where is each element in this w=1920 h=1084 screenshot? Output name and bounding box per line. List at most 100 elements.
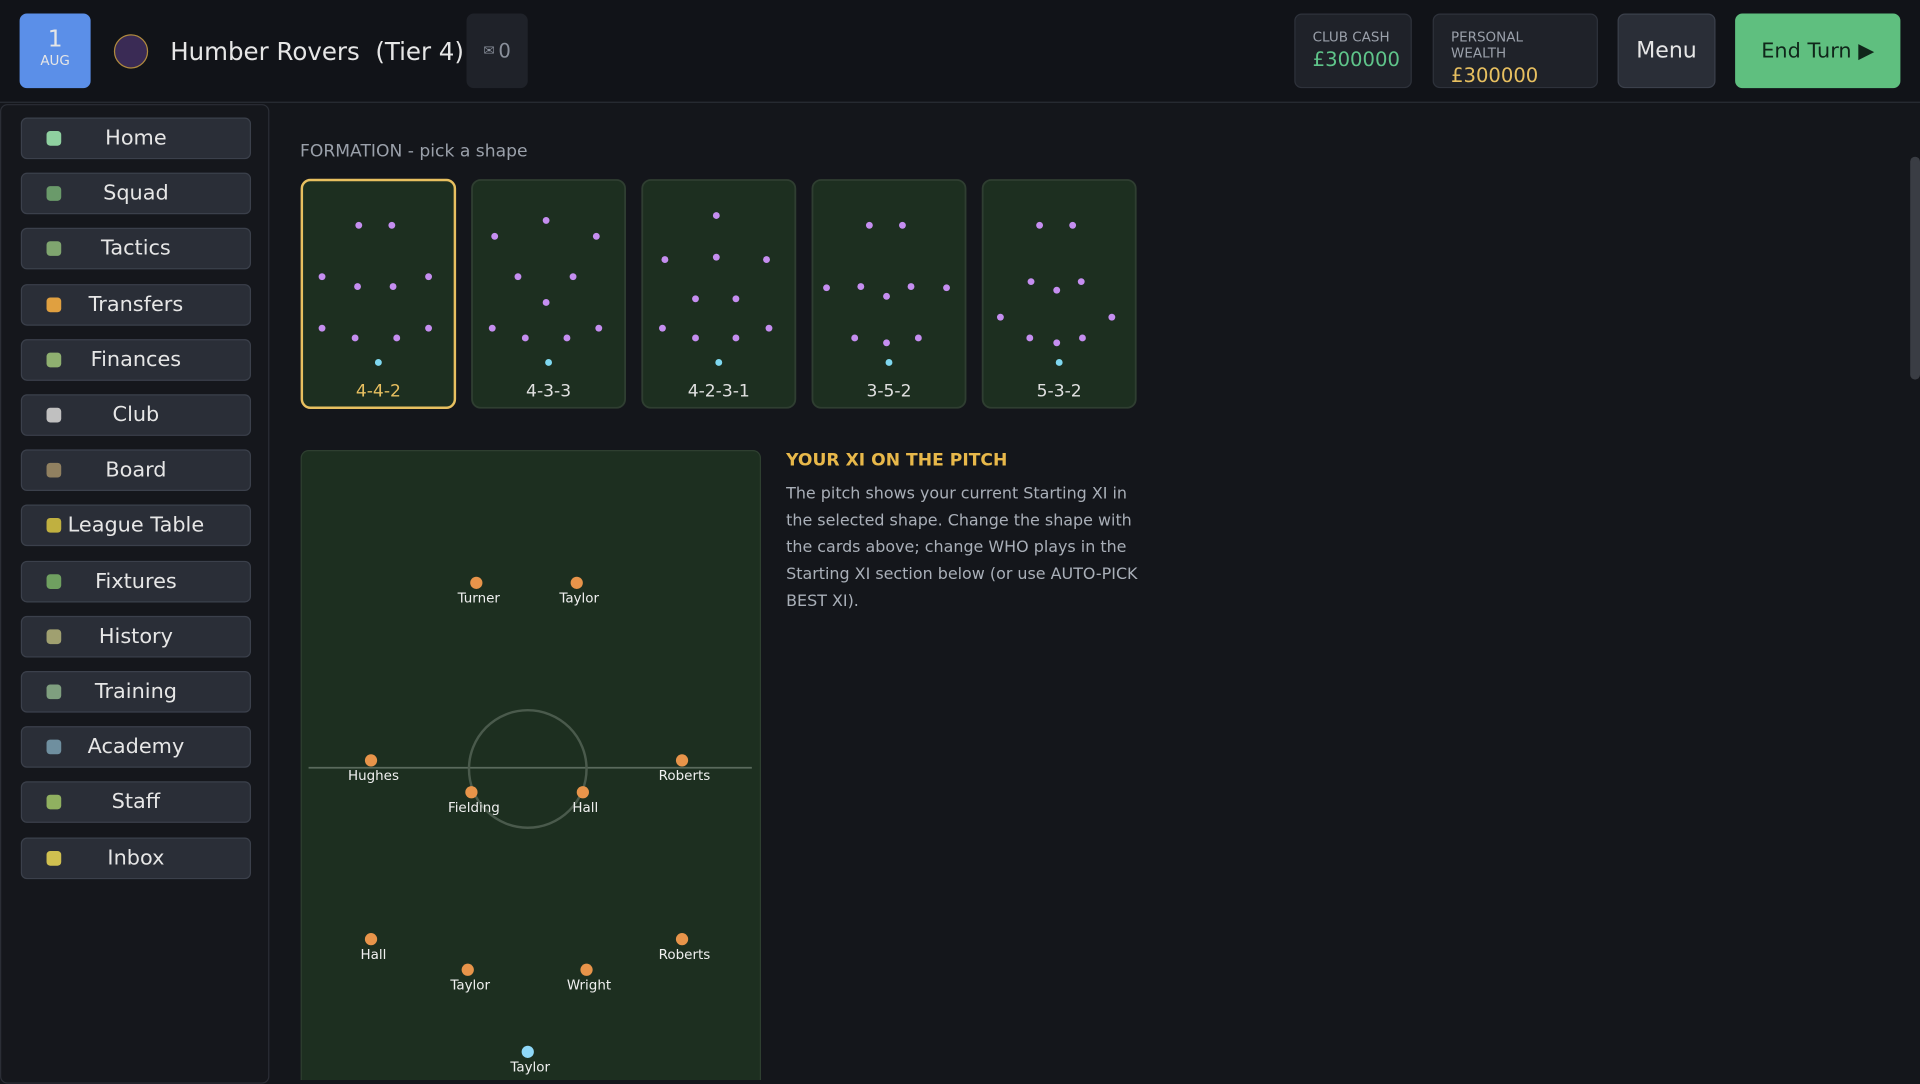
center-circle [467, 708, 588, 829]
nav-label: Training [94, 679, 177, 705]
formation-dot [351, 334, 359, 342]
player-name: Wright [567, 978, 611, 993]
value: £300000 [1312, 47, 1400, 72]
formation-dot [389, 283, 397, 290]
formation-name: 4-4-2 [356, 382, 401, 402]
nav-button[interactable]: Finances [20, 338, 252, 381]
formation-name: 4-2-3-1 [688, 382, 750, 402]
nav-button[interactable]: Club [20, 394, 252, 436]
formation-dot [1079, 334, 1086, 342]
formation-dot [712, 212, 720, 219]
formation-dot [857, 283, 865, 290]
formation-dot [542, 299, 550, 306]
formation-card[interactable] [300, 178, 457, 409]
nav-button[interactable]: Academy [20, 726, 252, 768]
nav-icon [46, 850, 62, 866]
nav-button[interactable]: Tactics [20, 228, 252, 270]
formation-dot [851, 334, 859, 342]
inbox-count[interactable]: ✉ 0 [466, 13, 528, 89]
formation-dot [521, 334, 529, 342]
nav-icon [46, 407, 62, 423]
goalkeeper-dot [885, 359, 893, 366]
formation-dot [488, 324, 496, 332]
player-dot [675, 754, 689, 767]
nav-icon [46, 463, 62, 478]
end-turn-button[interactable]: End Turn ▶ [1735, 13, 1901, 89]
nav-button[interactable]: Training [20, 671, 252, 713]
nav-button[interactable]: Transfers [20, 283, 252, 326]
personal-wealth: PERSONAL WEALTH £300000 [1432, 13, 1598, 89]
month: AUG [40, 52, 70, 69]
menu-button[interactable]: Menu [1617, 13, 1716, 89]
nav-button[interactable]: League Table [20, 504, 252, 547]
nav-button[interactable]: Staff [20, 781, 252, 824]
nav-icon [46, 629, 62, 644]
nav-icon [46, 241, 62, 257]
player-name: Hall [361, 948, 387, 963]
club: Humber Rovers [170, 36, 360, 67]
nav-button[interactable]: Squad [20, 172, 252, 215]
formation-card[interactable] [981, 179, 1137, 409]
player-name: Roberts [659, 769, 711, 784]
value: £300000 [1451, 63, 1539, 87]
player-dot [465, 786, 478, 799]
pitch [300, 450, 762, 1081]
label: PERSONAL WEALTH [1451, 29, 1523, 62]
nav-icon [46, 573, 62, 589]
nav-button[interactable]: Home [20, 117, 252, 160]
nav-label: Finances [90, 347, 182, 372]
formation-name: 5-3-2 [1037, 382, 1082, 402]
info-title: YOUR XI ON THE PITCH [786, 450, 1008, 471]
formation-dot [943, 284, 950, 292]
nav-icon [46, 131, 62, 146]
formation-dot [595, 324, 603, 332]
formation-card[interactable] [811, 179, 967, 409]
nav-label: History [98, 624, 173, 649]
player-dot [364, 933, 378, 946]
player-dot [521, 1045, 534, 1058]
formation-dot [763, 256, 770, 264]
formation-dot [318, 273, 326, 281]
club-logo [113, 34, 149, 69]
nav-icon [46, 352, 62, 368]
player-name: Hughes [348, 769, 399, 784]
formation-dot [732, 295, 740, 303]
club-name: Humber Rovers (Tier 4) [170, 37, 464, 66]
formation-dot [659, 324, 666, 332]
formation-label: FORMATION - pick a shape [300, 142, 528, 162]
formation-dot [491, 232, 499, 240]
nav-icon [46, 186, 62, 202]
nav-label: Board [105, 458, 167, 483]
sidebar: Home Squad Tactics Transfers Finances Club Boa… [0, 104, 270, 1084]
formation-dot [1027, 278, 1035, 286]
nav-button[interactable]: History [20, 615, 252, 658]
formation-card[interactable] [641, 179, 797, 409]
nav-button[interactable]: Fixtures [20, 560, 252, 602]
nav-icon [46, 739, 62, 755]
player-dot [461, 963, 474, 976]
formation-card[interactable] [471, 179, 627, 409]
formation-dot [592, 232, 600, 240]
nav-icon [46, 795, 62, 810]
inbox-icon: ✉ [483, 42, 495, 59]
top-bar: 1 AUG Humber Rovers (Tier 4) ✉ 0 CLUB CAS… [0, 0, 1920, 103]
formation-name: 3-5-2 [866, 382, 911, 402]
nav-label: Home [105, 126, 167, 151]
formation-dot [865, 221, 873, 229]
nav-label: Fixtures [95, 568, 177, 594]
nav-icon [46, 684, 62, 700]
formation-dot [563, 334, 571, 342]
nav-label: Tactics [101, 236, 171, 262]
formation-dot [425, 273, 433, 281]
formation-dot [1036, 221, 1044, 229]
scrollbar [1910, 156, 1920, 380]
formation-dot [569, 273, 577, 281]
label: CLUB CASH [1312, 29, 1390, 46]
player-name: Taylor [509, 1060, 550, 1075]
formation-dot [823, 284, 830, 292]
nav-button[interactable]: Inbox [20, 837, 252, 879]
nav-button[interactable]: Board [20, 449, 252, 492]
formation-dot [1108, 313, 1116, 321]
